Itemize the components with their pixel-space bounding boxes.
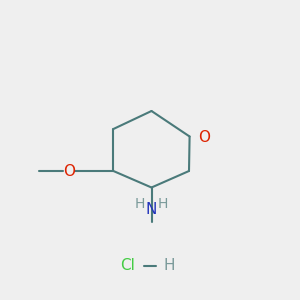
Text: H: H	[135, 197, 145, 212]
Text: H: H	[158, 197, 168, 212]
Text: Cl: Cl	[120, 258, 135, 273]
Text: O: O	[63, 164, 75, 178]
Text: N: N	[146, 202, 157, 217]
Text: H: H	[164, 258, 175, 273]
Text: O: O	[198, 130, 210, 145]
